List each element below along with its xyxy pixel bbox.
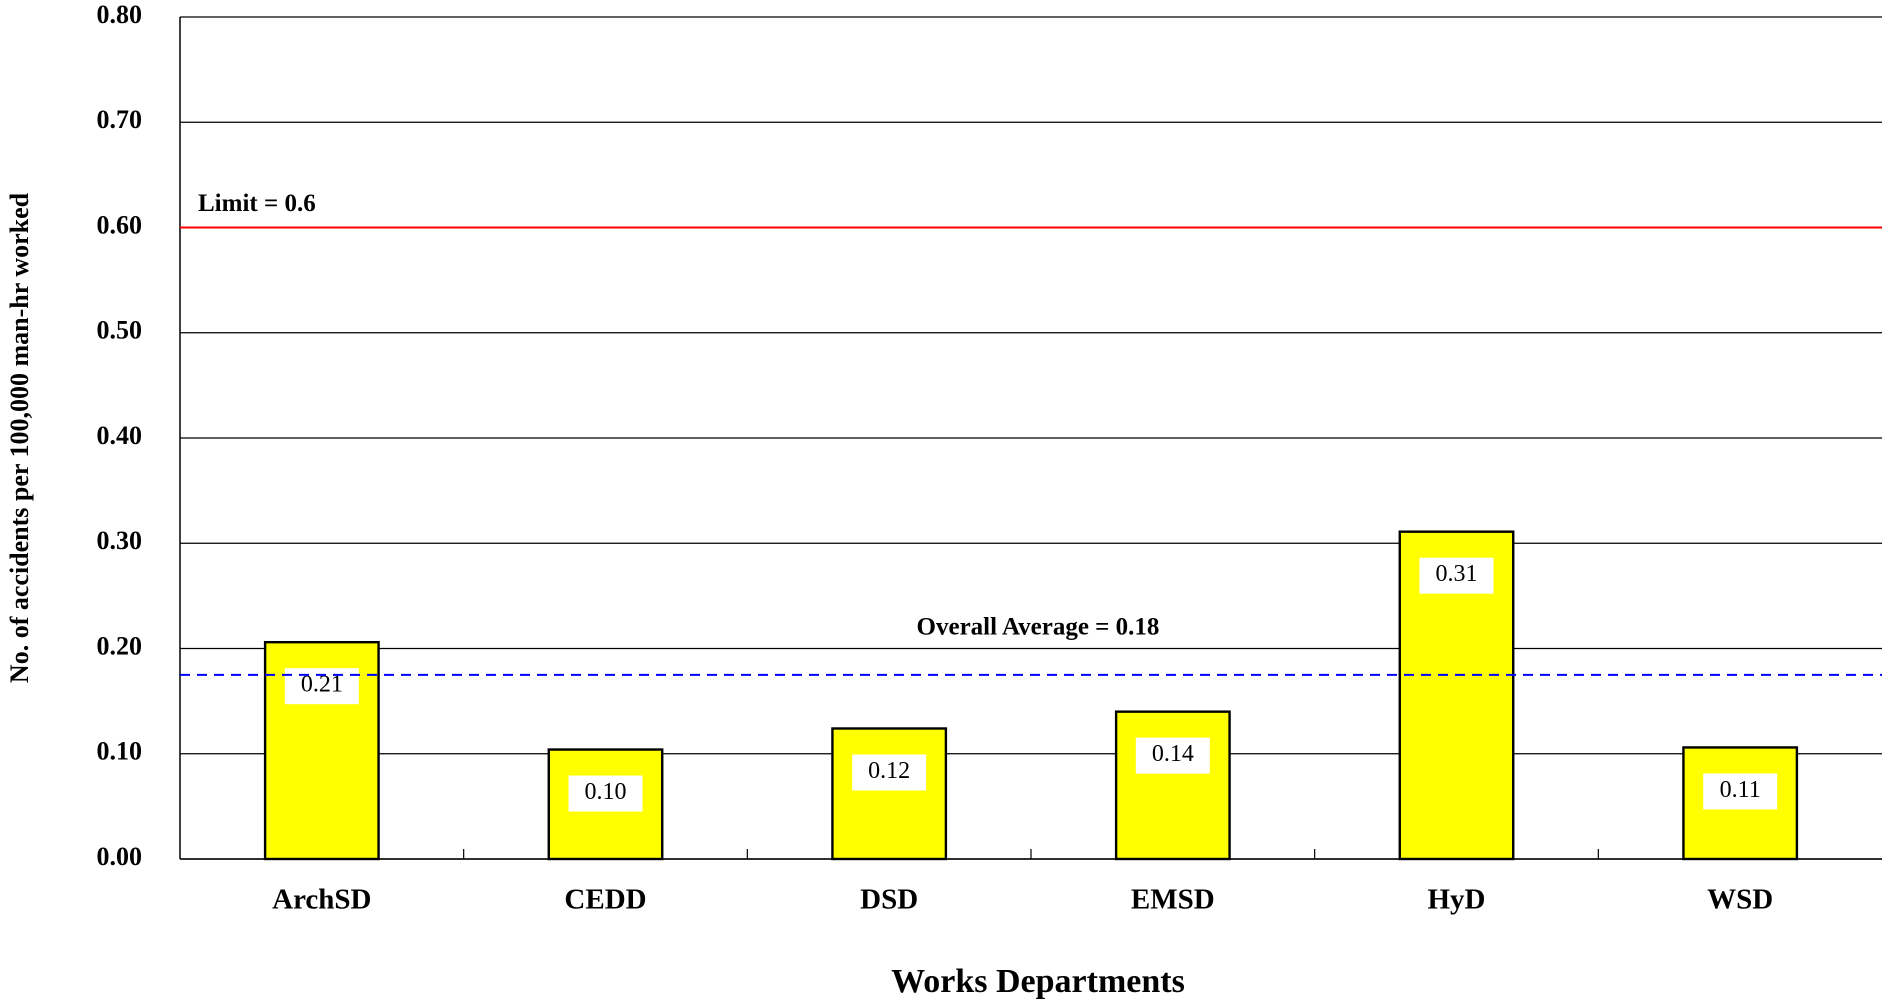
value-label-bg bbox=[852, 754, 927, 791]
reference-label: Overall Average = 0.18 bbox=[917, 614, 1160, 641]
y-tick-label: 0.30 bbox=[97, 526, 143, 555]
value-label: 0.12 bbox=[868, 758, 910, 784]
y-tick-label: 0.40 bbox=[97, 421, 143, 450]
x-tick-label: EMSD bbox=[1131, 884, 1215, 916]
y-tick-label: 0.20 bbox=[97, 631, 143, 660]
x-tick-label: CEDD bbox=[564, 884, 646, 916]
value-label-bg bbox=[568, 775, 643, 812]
value-label-bg bbox=[1419, 557, 1494, 594]
x-tick-label: HyD bbox=[1428, 884, 1486, 916]
y-tick-label: 0.50 bbox=[97, 316, 143, 345]
value-label: 0.11 bbox=[1720, 777, 1761, 803]
x-axis-title: Works Departments bbox=[891, 963, 1185, 1000]
value-label: 0.14 bbox=[1152, 741, 1194, 767]
value-label-bg bbox=[1703, 773, 1778, 810]
y-tick-label: 0.60 bbox=[97, 210, 143, 239]
x-tick-label: DSD bbox=[860, 884, 918, 916]
x-tick-label: WSD bbox=[1707, 884, 1773, 916]
y-axis-title: No. of accidents per 100,000 man-hr work… bbox=[5, 192, 34, 683]
value-label: 0.31 bbox=[1436, 561, 1478, 587]
y-tick-label: 0.70 bbox=[97, 105, 143, 134]
reference-label: Limit = 0.6 bbox=[198, 190, 316, 217]
value-label: 0.10 bbox=[585, 779, 627, 805]
value-label-bg bbox=[1135, 737, 1210, 774]
y-tick-label: 0.10 bbox=[97, 737, 143, 766]
x-tick-label: ArchSD bbox=[272, 884, 371, 916]
y-tick-label: 0.00 bbox=[97, 842, 143, 871]
bar bbox=[1114, 710, 1231, 861]
bar bbox=[831, 727, 948, 861]
value-label: 0.21 bbox=[301, 672, 343, 698]
y-tick-label: 0.80 bbox=[97, 0, 143, 29]
